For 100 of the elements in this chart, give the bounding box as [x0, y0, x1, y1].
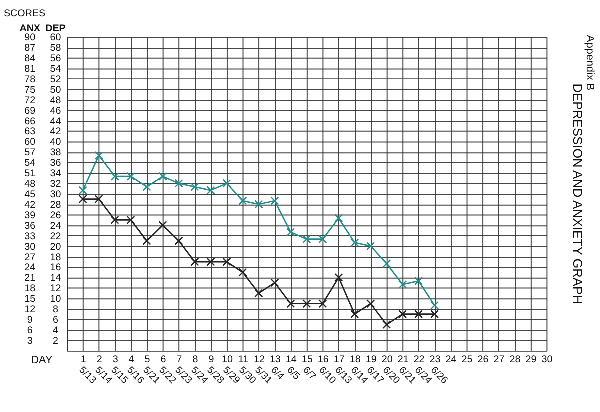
point — [302, 300, 312, 308]
x-axis-title: DAY — [31, 354, 53, 366]
x-tick-label: 14 — [286, 354, 298, 366]
y2-tick-label: 30 — [50, 189, 62, 200]
x-tick-label: 4 — [128, 354, 135, 366]
y-tick-label: 60 — [24, 137, 36, 148]
y2-tick-label: 40 — [50, 137, 62, 148]
point — [430, 301, 440, 310]
y2-tick-label: 38 — [50, 148, 62, 159]
point — [78, 194, 88, 204]
point — [414, 310, 424, 319]
y2-tick-label: 10 — [50, 294, 62, 306]
point — [206, 186, 216, 195]
x-tick-label: 10 — [222, 354, 234, 366]
point — [398, 280, 408, 289]
y-tick-label: 30 — [24, 242, 36, 253]
y2-tick-label: 6 — [53, 315, 60, 326]
y-tick-label: 75 — [24, 84, 36, 96]
x-tick-label: 27 — [494, 354, 505, 366]
y2-tick-label: 18 — [50, 252, 62, 264]
y2-tick-label: 26 — [50, 210, 62, 222]
point — [94, 151, 104, 160]
y-tick-label: 42 — [24, 200, 36, 211]
y-tick-label: 18 — [24, 284, 36, 295]
y-tick-label: 84 — [24, 54, 36, 64]
point — [382, 259, 392, 268]
point — [366, 242, 376, 251]
x-tick-label: 1 — [80, 354, 86, 366]
y2-tick-label: 44 — [50, 116, 62, 128]
y-tick-label: 90 — [24, 32, 36, 44]
x-tick-label: 13 — [270, 354, 282, 366]
y-tick-label: 24 — [24, 262, 36, 274]
y-tick-label: 36 — [24, 220, 36, 232]
y-tick-label: 9 — [27, 315, 34, 326]
y2-tick-label: 56 — [50, 54, 62, 64]
y2-tick-label: 46 — [50, 106, 62, 117]
x-tick-label: 9 — [208, 354, 215, 366]
point — [94, 194, 104, 204]
point — [174, 236, 184, 246]
y-tick-label: 51 — [24, 168, 36, 180]
point — [414, 276, 424, 286]
y2-tick-label: 14 — [50, 273, 62, 284]
y2-tick-label: 8 — [53, 304, 60, 316]
x-tick-label: 25 — [462, 354, 474, 366]
point — [270, 196, 280, 206]
x-tick-label: 23 — [430, 354, 442, 366]
point — [430, 310, 440, 319]
y2-axis-title: DEP — [46, 24, 66, 35]
x-tick-label: 18 — [350, 354, 362, 366]
point — [318, 235, 328, 244]
y-axis-title: ANX — [20, 24, 41, 35]
point — [254, 200, 264, 209]
point — [350, 310, 360, 319]
y2-tick-label: 58 — [50, 43, 62, 54]
point — [318, 300, 328, 308]
text: 6/5 — [284, 365, 302, 383]
text: Appendix B — [584, 35, 596, 91]
y2-tick-label: 34 — [50, 168, 62, 180]
x-tick-label: 12 — [254, 354, 265, 366]
point — [222, 258, 232, 266]
x-tick-label: 5 — [144, 354, 151, 366]
x-tick-label: 24 — [446, 354, 458, 366]
y-tick-label: 48 — [24, 179, 36, 190]
text: SCORES — [4, 8, 46, 20]
point — [110, 172, 120, 181]
point — [334, 214, 344, 223]
point — [286, 228, 296, 237]
y2-tick-label: 28 — [50, 200, 62, 211]
x-tick-label: 28 — [510, 354, 522, 366]
x-tick-label: 16 — [318, 354, 330, 366]
point — [158, 221, 168, 230]
x-tick-label: 2 — [96, 354, 102, 366]
point — [382, 320, 392, 330]
point — [238, 196, 248, 206]
y2-tick-label: 12 — [50, 284, 62, 295]
y2-tick-label: 50 — [50, 84, 62, 96]
point — [302, 235, 312, 244]
text: 6/7 — [300, 365, 318, 382]
y2-tick-label: 22 — [50, 231, 62, 242]
point — [350, 238, 360, 248]
point — [254, 289, 264, 298]
point — [110, 216, 120, 224]
x-tick-label: 20 — [382, 354, 394, 366]
y-tick-label: 6 — [27, 325, 34, 336]
y2-tick-label: 54 — [50, 64, 62, 75]
y-tick-label: 78 — [24, 74, 36, 86]
y-tick-label: 66 — [24, 116, 36, 128]
y-tick-label: 12 — [24, 304, 36, 316]
y-tick-label: 15 — [24, 294, 36, 306]
x-tick-label: 17 — [334, 354, 345, 366]
x-tick-label: 7 — [176, 354, 182, 366]
y-tick-label: 3 — [27, 336, 34, 347]
y2-tick-label: 24 — [50, 220, 62, 232]
point — [142, 182, 152, 192]
y2-tick-label: 36 — [50, 158, 62, 170]
point — [286, 300, 296, 308]
point — [398, 310, 408, 319]
x-tick-label: 22 — [414, 354, 425, 366]
y-tick-label: 39 — [24, 210, 36, 222]
y-tick-label: 57 — [24, 148, 36, 159]
